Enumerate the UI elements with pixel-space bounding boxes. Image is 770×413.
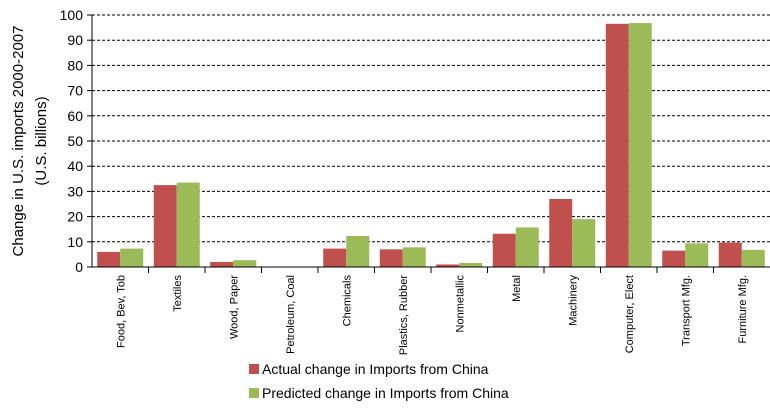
x-axis-ticks: Food, Bev, Tob Textiles Wood, Paper Petrole… bbox=[115, 267, 749, 355]
bar-predicted bbox=[346, 236, 370, 267]
bars bbox=[97, 23, 765, 268]
y-tick-label: 70 bbox=[67, 83, 83, 99]
legend: Actual change in Imports from China Predi… bbox=[249, 361, 509, 401]
bar-actual bbox=[323, 248, 347, 267]
y-tick-label: 30 bbox=[67, 183, 83, 199]
bar-predicted bbox=[515, 227, 539, 267]
gridlines bbox=[92, 14, 770, 243]
y-tick-label: 60 bbox=[67, 108, 83, 124]
x-tick-label: Machinery bbox=[567, 275, 579, 326]
x-tick-label: Food, Bev, Tob bbox=[115, 275, 127, 348]
legend-swatch-predicted bbox=[249, 388, 259, 398]
x-tick-label: Textiles bbox=[172, 275, 184, 312]
bar-predicted bbox=[176, 182, 200, 267]
x-tick-label: Chemicals bbox=[341, 275, 353, 327]
bar-actual bbox=[97, 251, 121, 267]
x-tick-label: Petroleum, Coal bbox=[285, 275, 297, 354]
y-tick-label: 50 bbox=[67, 133, 83, 149]
x-tick-label: Plastics, Rubber bbox=[398, 275, 410, 355]
y-axis-label-line-1: Change in U.S. imports 2000-2007 bbox=[10, 26, 27, 257]
bar-predicted bbox=[628, 23, 652, 268]
y-tick-label: 0 bbox=[75, 259, 83, 275]
y-tick-label: 80 bbox=[67, 57, 83, 73]
bar-actual bbox=[662, 250, 686, 267]
bar-predicted bbox=[233, 260, 257, 267]
bar-actual bbox=[605, 23, 629, 267]
legend-label-predicted: Predicted change in Imports from China bbox=[262, 385, 509, 401]
y-axis-label-line-2: (U.S. billions) bbox=[33, 96, 50, 185]
bar-actual bbox=[718, 242, 742, 267]
y-tick-label: 100 bbox=[60, 7, 84, 23]
y-tick-label: 90 bbox=[67, 32, 83, 48]
bar-predicted bbox=[120, 248, 144, 267]
bar-actual bbox=[436, 264, 460, 267]
x-tick-label: Wood, Paper bbox=[228, 275, 240, 339]
bar-predicted bbox=[741, 249, 765, 267]
x-tick-label: Computer, Elect bbox=[624, 275, 636, 353]
bar-actual bbox=[379, 249, 403, 267]
bar-predicted bbox=[459, 262, 483, 267]
bar-predicted bbox=[685, 243, 709, 267]
x-tick-label: Transport Mfg. bbox=[680, 275, 692, 346]
legend-label-actual: Actual change in Imports from China bbox=[262, 361, 489, 377]
x-tick-label: Metal bbox=[511, 275, 523, 302]
bar-actual bbox=[549, 198, 573, 267]
legend-swatch-actual bbox=[249, 364, 259, 374]
y-tick-label: 10 bbox=[67, 234, 83, 250]
bar-actual bbox=[210, 261, 234, 267]
bar-actual bbox=[153, 185, 177, 267]
y-tick-label: 40 bbox=[67, 158, 83, 174]
x-tick-label: Furniture Mfg. bbox=[737, 275, 749, 343]
bar-predicted bbox=[572, 219, 596, 267]
bar-actual bbox=[492, 233, 516, 267]
bar-predicted bbox=[402, 247, 426, 267]
y-tick-label: 20 bbox=[67, 209, 83, 225]
x-tick-label: Nonmetallic bbox=[454, 275, 466, 333]
y-axis-ticks: 0 10 20 30 40 50 60 70 80 90 100 bbox=[60, 7, 92, 275]
